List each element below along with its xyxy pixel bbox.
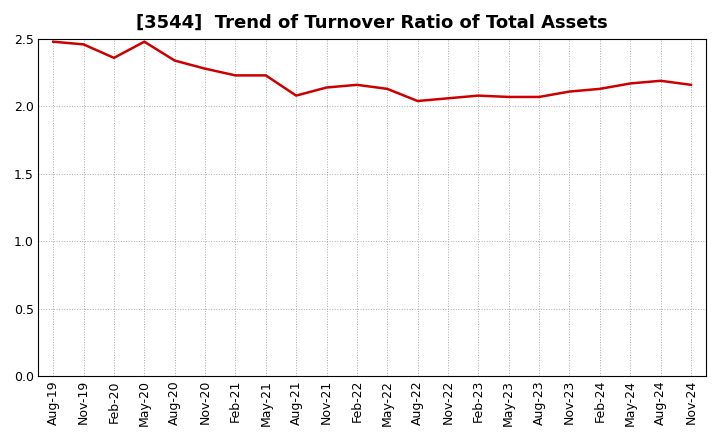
Title: [3544]  Trend of Turnover Ratio of Total Assets: [3544] Trend of Turnover Ratio of Total … [136, 14, 608, 32]
